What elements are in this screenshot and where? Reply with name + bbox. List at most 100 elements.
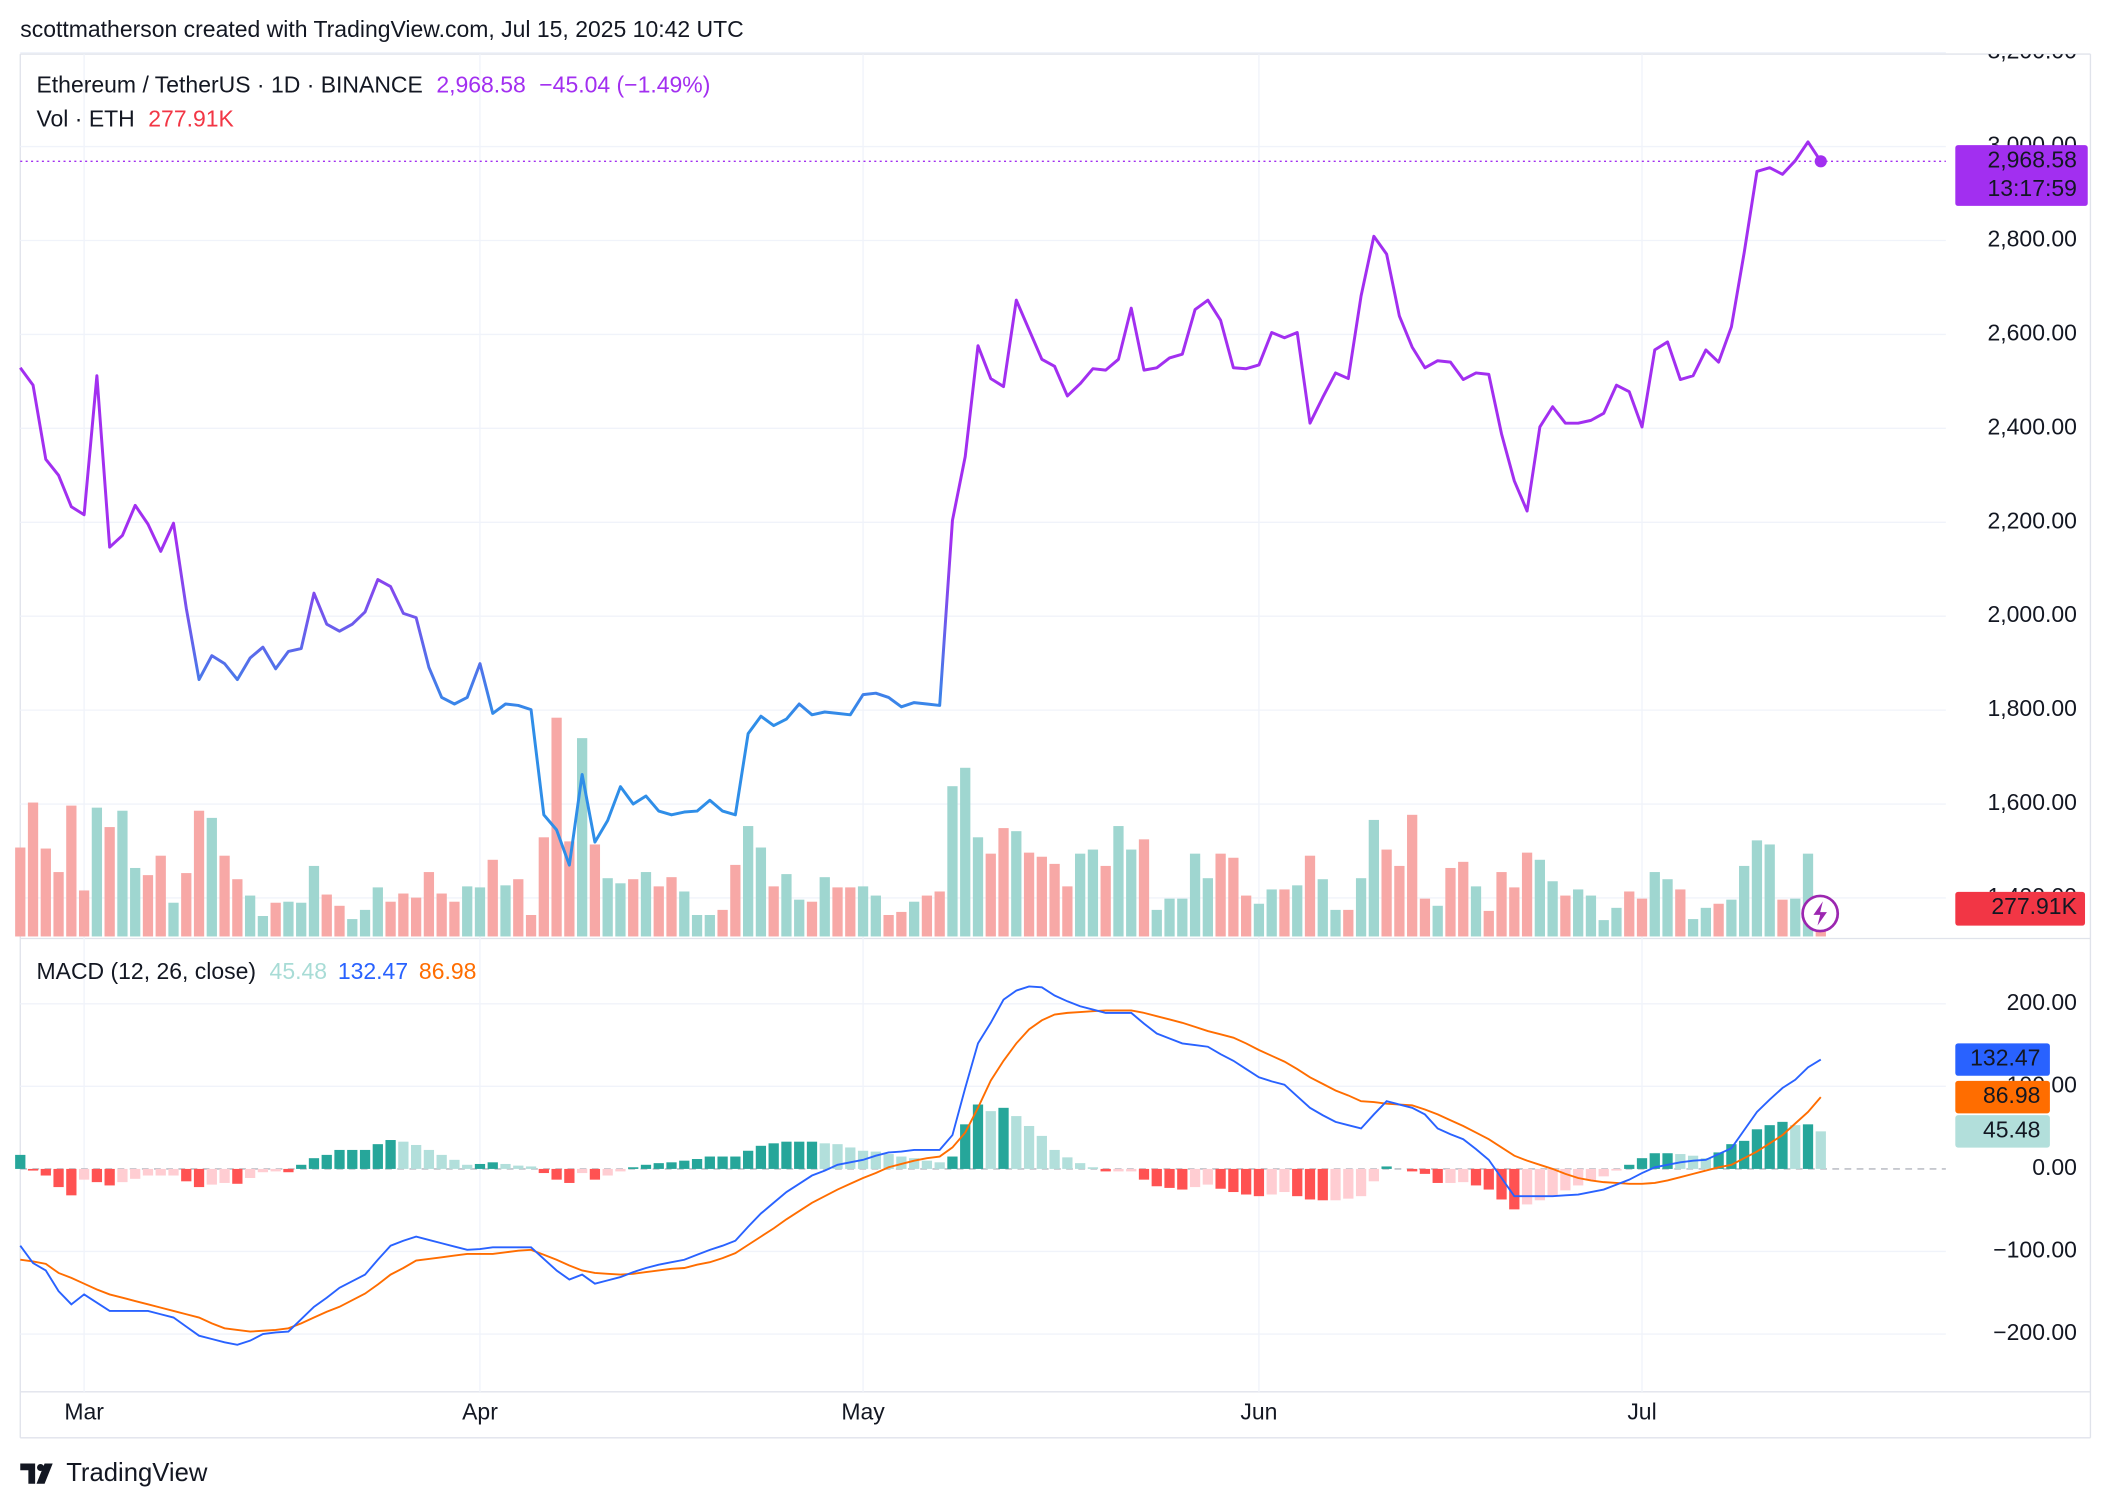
macd-histogram-bar — [1662, 1153, 1673, 1169]
volume-bar — [334, 905, 345, 937]
volume-bar — [1381, 849, 1392, 937]
volume-bar — [91, 807, 103, 937]
macd-histogram-bar — [1509, 1168, 1520, 1210]
volume-bar — [1470, 886, 1482, 937]
macd-histogram-bar — [1215, 1168, 1226, 1189]
volume-bar — [538, 837, 549, 937]
volume-bar — [1662, 879, 1673, 937]
macd-histogram-bar — [640, 1164, 652, 1169]
volume-title: Vol · ETH — [36, 105, 134, 131]
axis-labels: 2,968.58 13:17:59 277.91K 132.47 86.98 45.48 — [1955, 145, 2088, 1148]
y-tick-label: −200.00 — [1993, 1319, 2077, 1345]
volume-bar — [1075, 853, 1086, 937]
macd-histogram-bar — [1330, 1168, 1341, 1201]
volume-bar — [1151, 909, 1162, 937]
volume-bar — [1368, 819, 1379, 937]
volume-bar — [423, 872, 435, 937]
volume-bar — [1521, 852, 1533, 937]
volume-bar — [1432, 905, 1443, 937]
macd-histogram-bar — [15, 1154, 26, 1169]
macd-histogram-bar — [1241, 1168, 1252, 1195]
volume-bar — [1215, 853, 1226, 937]
volume-bar — [755, 847, 767, 937]
volume-bar — [525, 914, 537, 937]
macd-histogram-bar — [449, 1159, 460, 1169]
macd-histogram-bar — [359, 1149, 371, 1169]
volume-bar — [934, 891, 945, 937]
macd-histogram-bar — [794, 1141, 805, 1169]
footer-logo: TradingView — [20, 1459, 208, 1487]
volume-bar — [1687, 919, 1699, 937]
macd-histogram-bar — [193, 1168, 205, 1188]
macd-histogram-bar — [372, 1144, 383, 1169]
y-tick-label: −100.00 — [1993, 1237, 2077, 1263]
y-tick-label: 200.00 — [2007, 989, 2077, 1015]
volume-bar — [1049, 863, 1060, 937]
volume-bar — [909, 901, 920, 937]
macd-histogram-bar — [436, 1154, 447, 1169]
symbol-title: Ethereum / TetherUS · 1D · BINANCE — [36, 72, 422, 98]
macd-histogram-bar — [564, 1168, 575, 1183]
y-tick-label: 2,400.00 — [1987, 413, 2076, 439]
volume-bar — [27, 802, 39, 937]
macd-histogram-bar — [296, 1164, 307, 1169]
volume-bar — [704, 914, 715, 937]
volume-bar — [1636, 898, 1648, 937]
macd-histogram-bar — [423, 1149, 435, 1169]
volume-bar — [181, 873, 192, 937]
volume-bar — [1100, 865, 1111, 937]
alert-icon[interactable] — [1801, 894, 1840, 933]
macd-histogram-bar — [806, 1141, 818, 1169]
macd-histogram-bar — [768, 1143, 779, 1169]
macd-histogram-bar — [244, 1168, 256, 1179]
volume-bar — [1573, 889, 1584, 937]
volume-bar — [1202, 878, 1213, 937]
macd-histogram-bar — [1739, 1140, 1750, 1169]
macd-histogram-bar — [998, 1107, 1009, 1169]
volume-bar — [1611, 907, 1622, 937]
volume-bar — [53, 872, 64, 937]
macd-histogram-bar — [1381, 1166, 1392, 1169]
volume-last: 277.91K — [148, 105, 234, 131]
countdown-label: 13:17:59 — [1987, 175, 2076, 201]
x-tick-label: Apr — [462, 1399, 498, 1425]
macd-histogram-bar — [819, 1143, 830, 1169]
volume-bar — [1560, 895, 1571, 937]
macd-histogram-bar — [27, 1168, 39, 1171]
macd-histogram-bar — [576, 1168, 588, 1174]
macd-value-box — [1955, 1080, 2050, 1114]
macd-histogram-bar — [921, 1160, 933, 1169]
volume-bar — [1062, 886, 1073, 937]
macd-histogram-bar — [1317, 1168, 1328, 1201]
macd-histogram-bar — [500, 1163, 511, 1169]
macd-histogram-bar — [1304, 1168, 1316, 1200]
volume-bar — [232, 879, 243, 937]
volume-bar — [398, 893, 409, 937]
macd-histogram-bar — [1764, 1125, 1775, 1169]
volume-bar — [921, 895, 933, 937]
volume-bar — [819, 877, 830, 937]
macd-histogram-bar — [704, 1156, 715, 1169]
volume-bar — [1675, 889, 1686, 937]
volume-bar — [66, 805, 77, 937]
macd-histogram-bar — [538, 1168, 549, 1174]
x-tick-label: Jun — [1240, 1399, 1277, 1425]
macd-histogram-bar — [781, 1141, 792, 1169]
y-tick-label: 3,200.00 — [1987, 38, 2076, 64]
volume-bar — [1790, 898, 1801, 937]
macd-histogram-bar — [1585, 1168, 1597, 1181]
macd-histogram-bar — [1202, 1168, 1213, 1185]
macd-histogram-bar — [589, 1168, 601, 1180]
macd-histogram-bar — [40, 1168, 51, 1176]
volume-bar — [1458, 861, 1469, 937]
price-line — [19, 140, 1823, 867]
volume-bar — [1113, 826, 1124, 937]
volume-bar — [985, 853, 996, 937]
macd-histogram-bar — [870, 1151, 881, 1169]
y-tick-label: 2,800.00 — [1987, 226, 2076, 252]
volume-bar — [1292, 885, 1303, 937]
logo-dot — [37, 1464, 45, 1472]
macd-histogram-bar — [717, 1156, 728, 1169]
macd-histogram-bar — [257, 1168, 269, 1173]
macd-histogram-bar — [1126, 1168, 1137, 1172]
